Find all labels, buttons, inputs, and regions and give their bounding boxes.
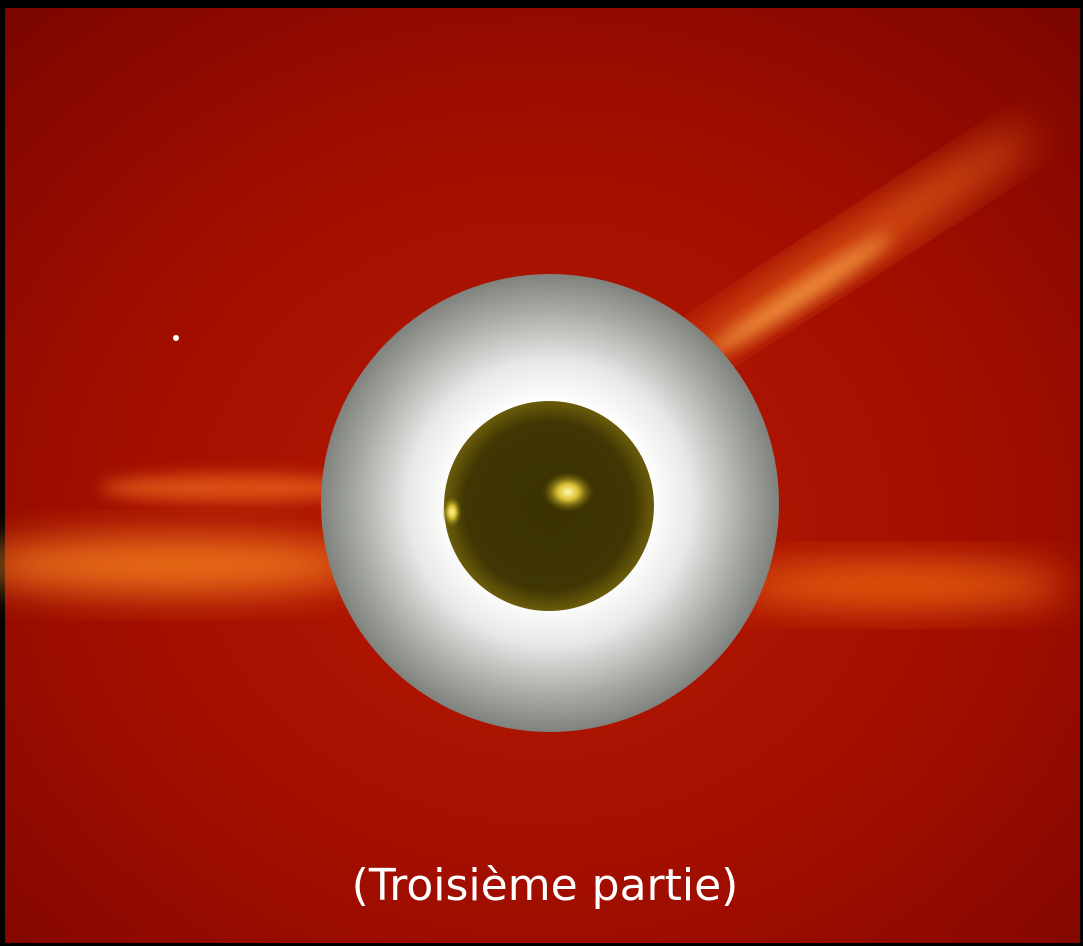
active-region: [542, 472, 594, 512]
caption: (Troisième partie): [352, 860, 739, 911]
active-region: [442, 496, 462, 528]
slide: (Troisième partie): [0, 0, 1083, 946]
page: {"caption": "(Troisième partie)"}: [0, 0, 1083, 946]
sun-disk: [444, 401, 654, 611]
star: [173, 335, 179, 341]
